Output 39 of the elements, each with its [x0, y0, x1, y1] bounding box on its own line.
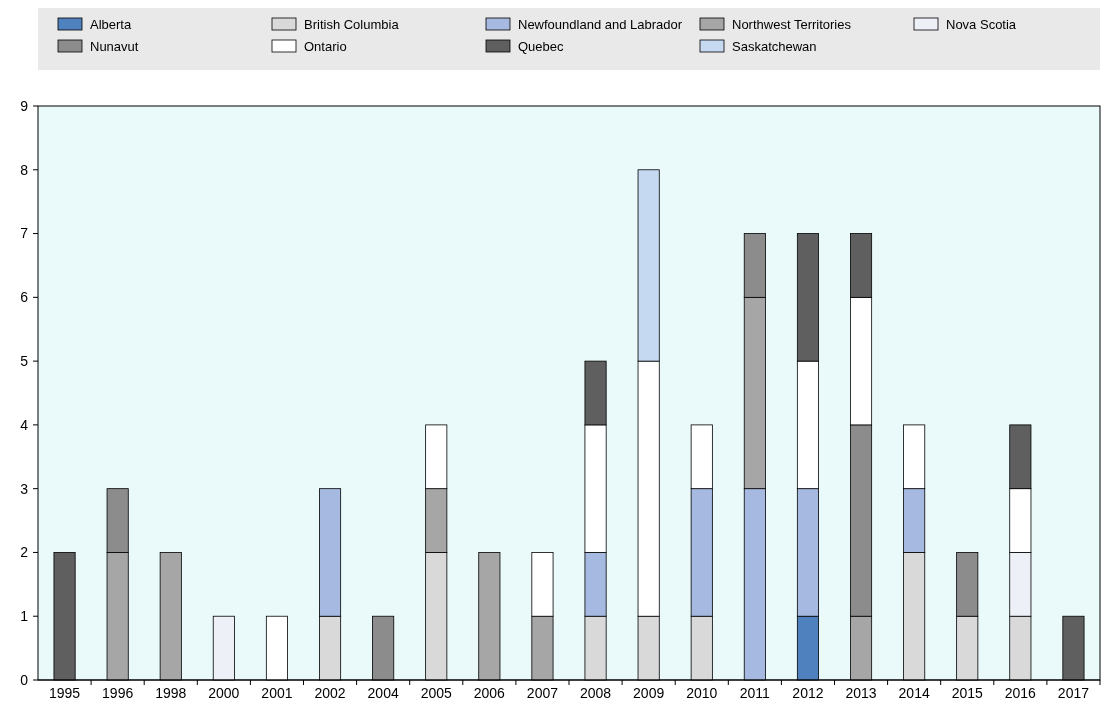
x-tick-label: 2011: [739, 685, 771, 701]
x-tick-label: 2005: [420, 685, 453, 701]
x-tick-label: 2016: [1004, 685, 1037, 701]
x-tick-label: 2014: [898, 685, 930, 701]
x-tick-label: 2015: [951, 685, 984, 701]
x-tick-label: 2007: [526, 685, 559, 701]
x-tick-label: 2012: [792, 685, 824, 701]
y-tick-label: 8: [20, 161, 29, 178]
legend-label: Saskatchewan: [732, 39, 817, 54]
y-tick-label: 4: [20, 416, 29, 433]
legend-label: British Columbia: [304, 17, 400, 32]
x-tick-label: 2009: [633, 685, 665, 701]
x-tick-label: 2013: [845, 685, 877, 701]
legend-label: Northwest Territories: [732, 17, 852, 32]
x-tick-label: 2002: [314, 685, 346, 701]
legend-label: Newfoundland and Labrador: [518, 17, 683, 32]
legend-label: Nova Scotia: [946, 17, 1017, 32]
x-tick-label: 2010: [686, 685, 718, 701]
y-tick-label: 9: [20, 97, 29, 114]
y-tick-label: 3: [20, 480, 29, 497]
y-tick-label: 2: [20, 544, 29, 561]
legend-label: Quebec: [518, 39, 565, 54]
legend-label: Alberta: [90, 17, 132, 32]
legend-label: Ontario: [304, 39, 347, 54]
x-tick-label: 2006: [473, 685, 506, 701]
x-tick-label: 2001: [261, 685, 293, 701]
x-tick-label: 2008: [579, 685, 612, 701]
y-tick-label: 6: [20, 289, 29, 306]
x-tick-label: 1998: [155, 685, 187, 701]
y-tick-label: 5: [20, 353, 29, 370]
y-tick-label: 0: [20, 671, 29, 688]
x-tick-label: 2000: [208, 685, 240, 701]
x-tick-label: 1996: [102, 685, 134, 701]
y-tick-label: 1: [20, 608, 29, 625]
x-tick-label: 2004: [367, 685, 399, 701]
legend-label: Nunavut: [90, 39, 139, 54]
x-tick-label: 1995: [48, 685, 81, 701]
y-tick-label: 7: [20, 225, 29, 242]
x-tick-label: 2017: [1057, 685, 1090, 701]
